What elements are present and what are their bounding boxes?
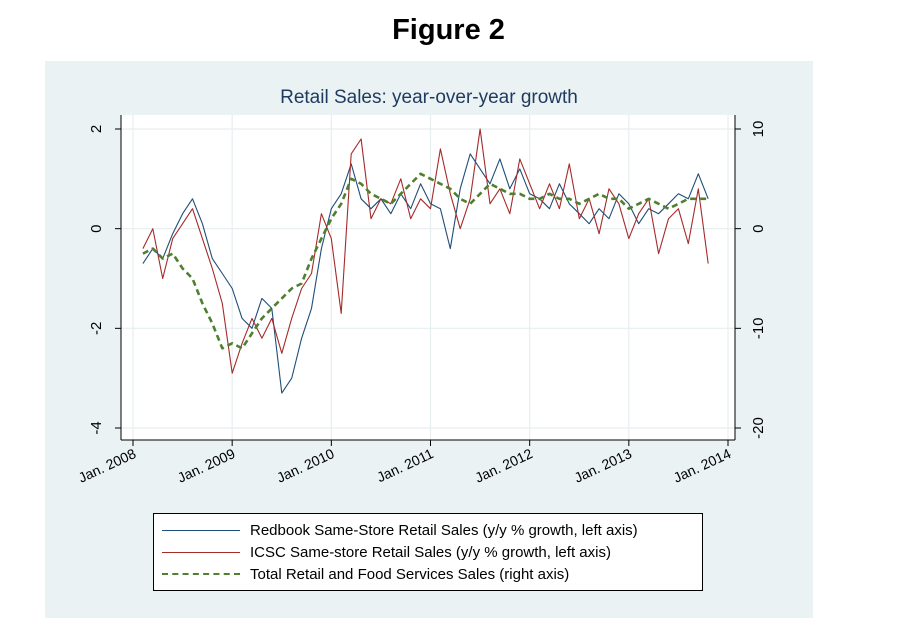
series-line-2 (142, 172, 709, 350)
plot-area (121, 115, 735, 440)
x-tick-label: Jan. 2008 (76, 445, 139, 486)
x-tick-label: Jan. 2014 (671, 445, 734, 486)
series-line-1 (142, 128, 709, 374)
chart-svg: Retail Sales: year-over-year growth 2 0 -2… (76, 87, 767, 486)
legend-label-redbook: Redbook Same-Store Retail Sales (y/y % g… (250, 521, 638, 539)
x-tick-label: Jan. 2010 (274, 445, 337, 486)
left-tick-label: 2 (88, 125, 105, 133)
x-tick-label: Jan. 2009 (175, 445, 238, 486)
legend-swatch-redbook (162, 529, 240, 531)
right-tick-label: -20 (750, 417, 767, 439)
right-tick-label: 10 (750, 121, 767, 138)
right-tick-label: 0 (750, 224, 767, 232)
legend: Redbook Same-Store Retail Sales (y/y % g… (153, 513, 703, 591)
legend-item-total-retail: Total Retail and Food Services Sales (ri… (162, 564, 569, 584)
figure-heading: Figure 2 (392, 14, 505, 46)
legend-swatch-total-retail (162, 573, 240, 575)
gridlines (121, 115, 735, 440)
x-tick-label: Jan. 2011 (374, 445, 436, 485)
x-tick-label: Jan. 2012 (472, 445, 535, 486)
series-line-0 (142, 153, 709, 394)
legend-swatch-icsc (162, 551, 240, 553)
legend-item-icsc: ICSC Same-store Retail Sales (y/y % grow… (162, 542, 611, 562)
left-tick-label: -4 (88, 421, 105, 434)
right-tick-label: -10 (750, 317, 767, 339)
left-tick-label: -2 (88, 322, 105, 335)
x-tick-label: Jan. 2013 (572, 445, 635, 486)
chart-title: Retail Sales: year-over-year growth (280, 87, 578, 108)
chart-panel: Retail Sales: year-over-year growth 2 0 -2… (45, 61, 813, 618)
legend-label-total-retail: Total Retail and Food Services Sales (ri… (250, 565, 570, 583)
left-tick-label: 0 (88, 224, 105, 232)
legend-label-icsc: ICSC Same-store Retail Sales (y/y % grow… (250, 543, 611, 561)
series-lines (142, 128, 709, 394)
legend-item-redbook: Redbook Same-Store Retail Sales (y/y % g… (162, 520, 638, 540)
